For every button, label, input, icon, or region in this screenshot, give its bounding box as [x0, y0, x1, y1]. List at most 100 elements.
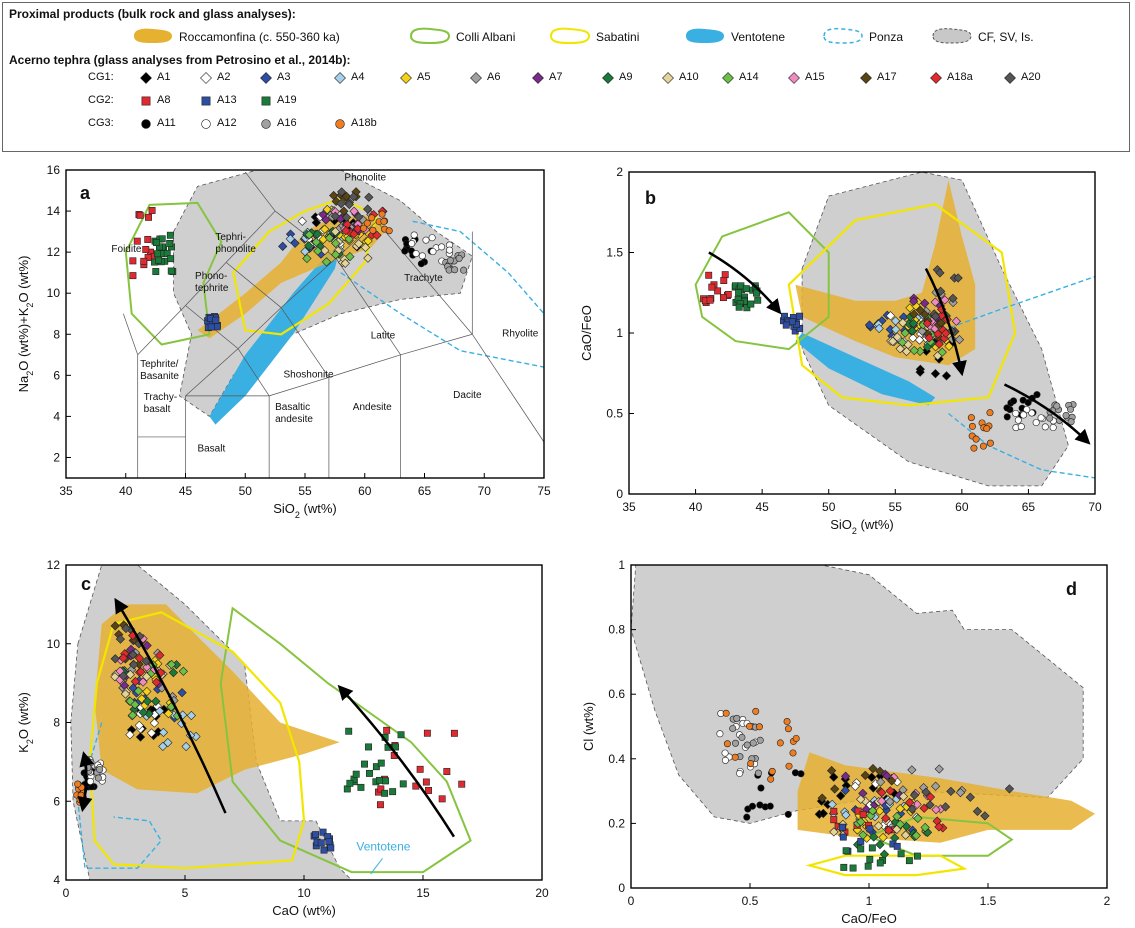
data-point-a10 — [330, 227, 341, 237]
y-tick-label: 12 — [47, 245, 61, 259]
data-point-a10 — [125, 669, 135, 680]
points-a19 — [840, 844, 921, 872]
data-point-a20 — [925, 800, 935, 810]
data-point-a15 — [940, 295, 950, 305]
points-a18b — [722, 707, 800, 783]
panel-b-cao-feo-vs-sio2: 35 40 45 50 55 60 65 70 0 0.5 1 1.5 2 SiO2 (wt%) CaO/F… — [579, 165, 1102, 536]
data-point-a13 — [866, 825, 874, 833]
data-point-a8 — [144, 254, 152, 261]
y-tick-label: 8 — [53, 716, 60, 730]
y-axis-title: K2O (wt%) — [16, 692, 35, 753]
data-point-a18b — [722, 709, 730, 717]
trend-arrow — [708, 251, 782, 315]
data-point-a14 — [331, 238, 341, 249]
points-a20 — [907, 784, 1015, 821]
x-tick-label: 65 — [1022, 500, 1036, 514]
data-point-a11 — [401, 247, 409, 255]
data-point-a20 — [1004, 784, 1015, 794]
data-point-a15 — [877, 796, 887, 806]
data-point-a14 — [937, 347, 947, 357]
y-tick-label: 2 — [53, 450, 60, 464]
data-point-a11 — [766, 802, 774, 810]
data-point-a18a — [934, 822, 944, 832]
data-point-a11 — [1024, 399, 1032, 407]
data-point-a19 — [167, 267, 175, 275]
data-point-a8 — [443, 768, 451, 775]
data-point-a4 — [841, 810, 851, 820]
legend-symbol-a12 — [201, 119, 211, 129]
data-point-a13 — [213, 323, 221, 331]
legend-swatch-roccamonfina-c-550-360-ka — [134, 28, 172, 43]
field-sabatini — [787, 203, 1017, 407]
data-point-a14 — [311, 237, 321, 247]
x-tick-label: 50 — [239, 484, 253, 498]
data-point-a19 — [866, 855, 874, 863]
data-point-a8 — [423, 729, 431, 737]
legend-sample-a1: A1 — [157, 71, 171, 83]
legend-sample-a7: A7 — [549, 71, 563, 83]
data-point-a8 — [136, 211, 144, 219]
data-point-a12 — [721, 749, 729, 757]
field-colli-albani — [694, 211, 830, 351]
data-point-a5 — [320, 224, 330, 234]
data-point-a12 — [410, 231, 418, 239]
data-point-a6 — [885, 797, 895, 807]
data-point-a18a — [155, 650, 165, 660]
data-point-a20 — [341, 212, 352, 222]
data-point-a5 — [878, 832, 888, 843]
points-a14 — [853, 806, 930, 841]
data-point-a17 — [817, 793, 827, 803]
data-point-a18b — [360, 224, 368, 232]
tas-label-trachyte: Trachyte — [404, 273, 443, 284]
data-point-a2 — [908, 333, 918, 343]
y-tick-label: 10 — [47, 286, 61, 300]
legend-sample-a19: A19 — [277, 94, 297, 106]
data-point-a14 — [895, 819, 905, 829]
data-point-a19 — [345, 727, 353, 735]
x-tick-label: 40 — [689, 500, 703, 514]
data-point-a20 — [330, 211, 340, 221]
points-a10 — [320, 227, 373, 268]
data-point-a4 — [158, 727, 169, 738]
tas-label-andesite: Andesite — [353, 402, 392, 413]
legend-sample-a20: A20 — [1021, 71, 1041, 83]
data-point-a4 — [285, 234, 295, 244]
data-point-a12 — [1012, 409, 1020, 417]
data-point-a14 — [302, 253, 312, 264]
data-point-a18a — [933, 329, 943, 339]
data-point-a12 — [418, 252, 426, 260]
data-point-a20 — [930, 311, 941, 322]
data-point-a16 — [451, 266, 459, 274]
data-point-a6 — [875, 777, 886, 787]
data-point-a12 — [1049, 424, 1057, 432]
data-point-a20 — [348, 192, 359, 202]
legend-label-ponza: Ponza — [869, 30, 904, 44]
y-tick-label: 0.5 — [606, 407, 623, 421]
data-point-a18a — [118, 653, 128, 663]
data-point-a9 — [908, 318, 919, 329]
points-a12 — [408, 231, 454, 265]
data-point-a20 — [907, 804, 917, 814]
data-point-a14 — [133, 686, 144, 696]
data-point-a13 — [207, 323, 215, 331]
data-point-a15 — [142, 662, 152, 672]
data-point-a20 — [363, 204, 373, 214]
tas-label-tephrite-basanite: Tephrite/ — [140, 359, 179, 370]
legend-label-ventotene: Ventotene — [731, 30, 786, 44]
data-point-a18b — [983, 425, 991, 433]
data-point-a4 — [186, 710, 196, 721]
data-point-a14 — [344, 234, 354, 244]
x-tick-label: 55 — [889, 500, 903, 514]
annotation-ventotene: Ventotene — [356, 839, 410, 853]
data-point-a12 — [446, 246, 454, 254]
data-point-a18b — [789, 749, 797, 757]
data-point-a19 — [735, 289, 743, 297]
data-point-a12 — [1041, 423, 1049, 431]
data-point-a11 — [417, 260, 425, 268]
tas-label-trachy-basalt: basalt — [144, 404, 171, 415]
data-point-a14 — [856, 817, 866, 827]
points-a6 — [867, 764, 967, 817]
data-point-a16 — [738, 733, 746, 741]
data-point-a16 — [731, 739, 739, 747]
data-point-a4 — [163, 738, 173, 748]
